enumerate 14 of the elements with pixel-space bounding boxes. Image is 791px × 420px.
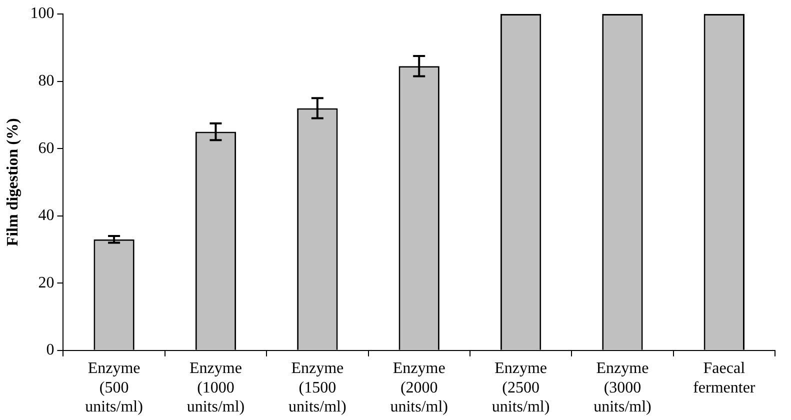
y-axis-title: Film digestion (%) [4,118,22,246]
y-tick-label: 60 [38,140,54,157]
x-tick-label: Enzyme (3000 units/ml) [594,360,652,416]
x-tick-label: Enzyme (2000 units/ml) [390,360,448,416]
y-tick-label: 20 [38,274,54,292]
x-tick-label: Enzyme (1500 units/ml) [288,360,346,416]
x-tick-label: Enzyme (1000 units/ml) [186,360,245,416]
y-tick-label: 100 [30,5,54,22]
x-tick-label: Enzyme (500 units/ml) [85,360,143,416]
y-tick-label: 40 [38,207,54,224]
y-tick-label: 0 [46,342,54,359]
x-tick-label: Faecal fermenter [693,360,756,396]
y-tick-label: 80 [38,72,54,90]
x-tick-label: Enzyme (2500 units/ml) [492,360,550,416]
